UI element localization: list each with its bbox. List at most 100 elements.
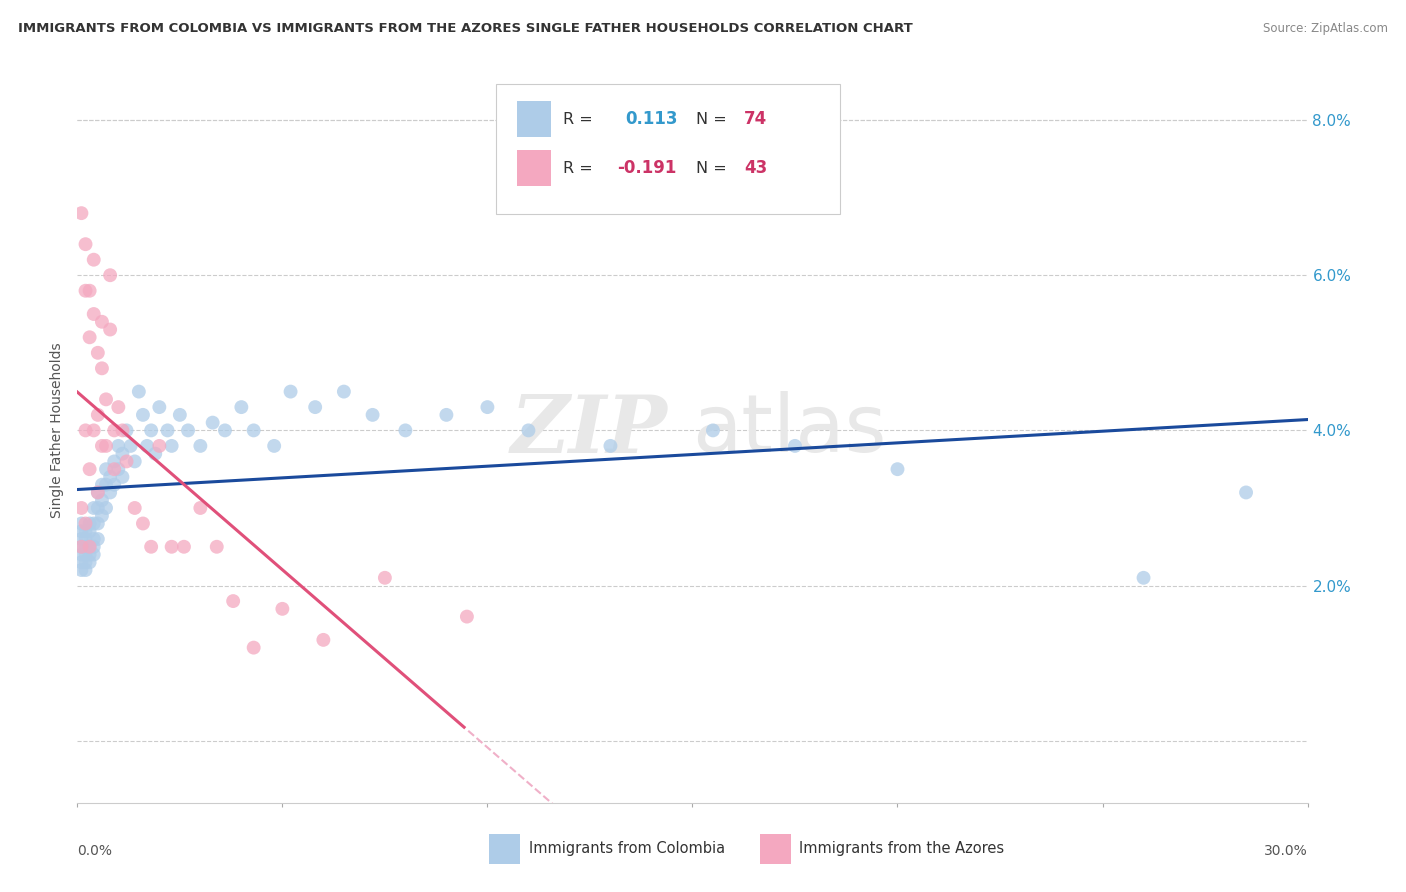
Text: 74: 74 bbox=[744, 110, 768, 128]
FancyBboxPatch shape bbox=[516, 101, 551, 137]
FancyBboxPatch shape bbox=[496, 84, 841, 214]
Point bbox=[87, 500, 110, 515]
Point bbox=[70, 563, 93, 577]
Text: N =: N = bbox=[696, 161, 733, 176]
Point bbox=[90, 508, 114, 523]
Point bbox=[702, 424, 724, 438]
Point bbox=[143, 447, 166, 461]
Text: Immigrants from the Azores: Immigrants from the Azores bbox=[800, 841, 1005, 856]
Point bbox=[188, 439, 212, 453]
Point bbox=[79, 524, 101, 539]
Point bbox=[70, 524, 93, 539]
Point bbox=[148, 439, 170, 453]
Point bbox=[107, 400, 129, 414]
FancyBboxPatch shape bbox=[516, 151, 551, 186]
Point bbox=[75, 540, 97, 554]
Point bbox=[94, 439, 117, 453]
Text: 43: 43 bbox=[744, 159, 768, 178]
Point bbox=[98, 470, 121, 484]
Text: Immigrants from Colombia: Immigrants from Colombia bbox=[529, 841, 725, 856]
Point bbox=[83, 500, 105, 515]
Point bbox=[103, 477, 125, 491]
Point bbox=[87, 516, 110, 531]
Point bbox=[456, 609, 478, 624]
Point bbox=[87, 408, 110, 422]
Point bbox=[436, 408, 458, 422]
Point bbox=[98, 322, 121, 336]
Point bbox=[70, 516, 93, 531]
Point bbox=[160, 540, 183, 554]
Point bbox=[374, 571, 396, 585]
Point bbox=[87, 346, 110, 360]
Point bbox=[783, 439, 806, 453]
Point bbox=[115, 454, 138, 468]
Y-axis label: Single Father Households: Single Father Households bbox=[51, 343, 65, 518]
Point bbox=[599, 439, 621, 453]
Point bbox=[124, 500, 146, 515]
Point bbox=[160, 439, 183, 453]
Point bbox=[103, 454, 125, 468]
Point bbox=[87, 485, 110, 500]
Point bbox=[79, 284, 101, 298]
Point bbox=[111, 424, 134, 438]
Point bbox=[70, 500, 93, 515]
Point bbox=[1132, 571, 1154, 585]
Point bbox=[173, 540, 195, 554]
Point bbox=[83, 548, 105, 562]
Point bbox=[111, 447, 134, 461]
Point bbox=[94, 462, 117, 476]
Point bbox=[132, 516, 155, 531]
Point bbox=[75, 284, 97, 298]
Point bbox=[87, 485, 110, 500]
Point bbox=[120, 439, 142, 453]
Point bbox=[70, 532, 93, 546]
Text: 0.0%: 0.0% bbox=[77, 844, 112, 858]
Text: R =: R = bbox=[564, 112, 598, 127]
Point bbox=[83, 307, 105, 321]
Point bbox=[141, 424, 163, 438]
Point bbox=[94, 392, 117, 407]
Point bbox=[79, 540, 101, 554]
Point bbox=[79, 540, 101, 554]
Point bbox=[124, 454, 146, 468]
Point bbox=[83, 540, 105, 554]
Point bbox=[205, 540, 228, 554]
Point bbox=[333, 384, 356, 399]
Point bbox=[188, 500, 212, 515]
Point bbox=[90, 315, 114, 329]
Point bbox=[141, 540, 163, 554]
Point bbox=[83, 424, 105, 438]
Point bbox=[79, 330, 101, 344]
Point bbox=[156, 424, 179, 438]
Text: 30.0%: 30.0% bbox=[1264, 844, 1308, 858]
Point bbox=[361, 408, 384, 422]
Point bbox=[128, 384, 150, 399]
Text: 0.113: 0.113 bbox=[624, 110, 678, 128]
Point bbox=[1234, 485, 1257, 500]
Point bbox=[394, 424, 416, 438]
Point bbox=[201, 416, 224, 430]
Point bbox=[886, 462, 908, 476]
Point bbox=[177, 424, 200, 438]
Point bbox=[79, 462, 101, 476]
Point bbox=[517, 424, 540, 438]
Point bbox=[87, 532, 110, 546]
Point bbox=[98, 485, 121, 500]
Text: -0.191: -0.191 bbox=[617, 159, 676, 178]
Point bbox=[90, 493, 114, 508]
Point bbox=[79, 548, 101, 562]
Point bbox=[75, 524, 97, 539]
Point bbox=[107, 462, 129, 476]
Point bbox=[271, 602, 294, 616]
Point bbox=[103, 462, 125, 476]
Point bbox=[111, 470, 134, 484]
Point bbox=[70, 206, 93, 220]
Point bbox=[70, 548, 93, 562]
Point bbox=[231, 400, 253, 414]
Point bbox=[169, 408, 191, 422]
FancyBboxPatch shape bbox=[761, 834, 792, 863]
Point bbox=[98, 268, 121, 283]
Point bbox=[83, 252, 105, 267]
Point bbox=[75, 424, 97, 438]
Point bbox=[148, 400, 170, 414]
